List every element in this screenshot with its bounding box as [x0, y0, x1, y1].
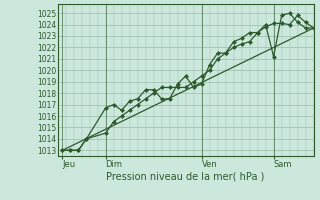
X-axis label: Pression niveau de la mer( hPa ): Pression niveau de la mer( hPa )	[107, 172, 265, 182]
